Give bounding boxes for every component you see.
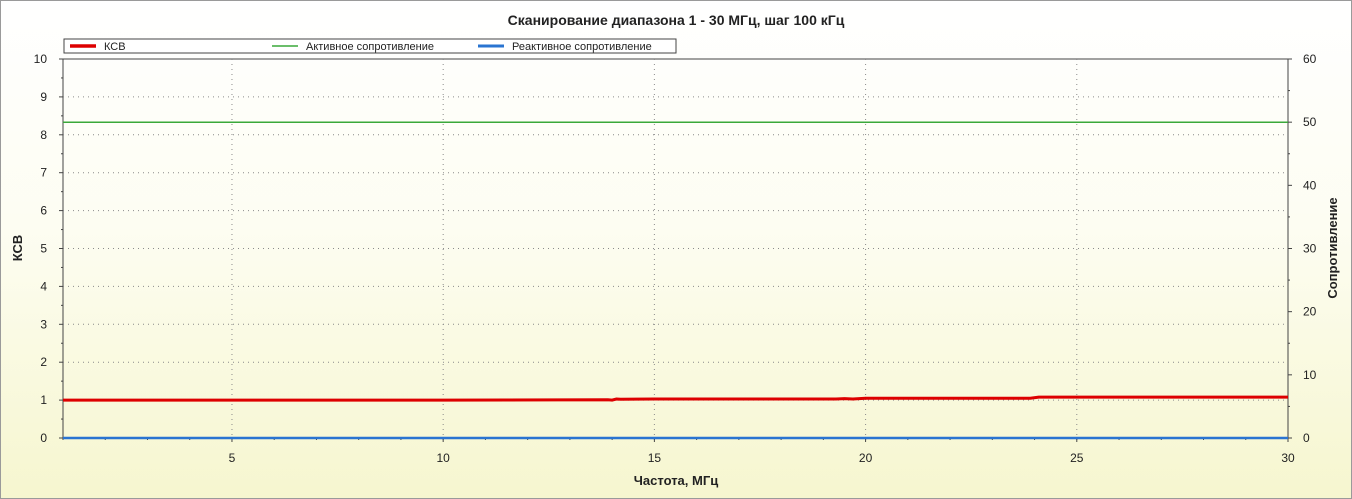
x-axis-title: Частота, МГц — [634, 473, 718, 488]
y-right-tick-label: 30 — [1303, 242, 1317, 256]
y-left-tick-label: 2 — [40, 355, 47, 369]
legend-label: КСВ — [104, 41, 126, 53]
chart-title: Сканирование диапазона 1 - 30 МГц, шаг 1… — [508, 12, 845, 28]
y-right-tick-label: 10 — [1303, 368, 1317, 382]
y-left-tick-label: 3 — [40, 317, 47, 331]
y-left-tick-label: 6 — [40, 204, 47, 218]
legend-label: Активное сопротивление — [306, 41, 434, 53]
y-left-tick-label: 10 — [34, 52, 48, 66]
y-right-tick-label: 0 — [1303, 431, 1310, 445]
y-left-tick-label: 1 — [40, 393, 47, 407]
y-right-tick-label: 40 — [1303, 178, 1317, 192]
y-left-tick-label: 4 — [40, 279, 47, 293]
y-axis-left-title: КСВ — [10, 235, 25, 262]
x-tick-label: 10 — [436, 451, 450, 465]
legend: КСВ Активное сопротивление Реактивное сопр… — [63, 38, 677, 54]
legend-box — [63, 38, 677, 54]
y-left-tick-label: 7 — [40, 166, 47, 180]
x-tick-label: 5 — [229, 451, 236, 465]
grid — [63, 59, 1288, 438]
x-tick-label: 20 — [859, 451, 873, 465]
y-axis-left: 0 1 2 3 4 5 6 7 8 9 10 — [34, 52, 63, 445]
y-axis-right: 0 10 20 30 40 50 60 — [1288, 52, 1317, 445]
y-left-tick-label: 0 — [40, 431, 47, 445]
y-left-tick-label: 9 — [40, 90, 47, 104]
x-axis: 5 10 15 20 25 30 — [62, 438, 1295, 465]
y-left-tick-label: 8 — [40, 128, 47, 142]
x-tick-label: 30 — [1281, 451, 1295, 465]
y-left-tick-label: 5 — [40, 242, 47, 256]
legend-label: Реактивное сопротивление — [512, 41, 652, 53]
x-tick-label: 15 — [648, 451, 662, 465]
y-right-tick-label: 50 — [1303, 115, 1317, 129]
x-tick-label: 25 — [1070, 451, 1084, 465]
y-right-tick-label: 60 — [1303, 52, 1317, 66]
y-axis-right-title: Сопротивление — [1325, 197, 1340, 298]
series-layer — [63, 121, 1288, 440]
plot-area — [62, 58, 1289, 439]
y-right-tick-label: 20 — [1303, 305, 1317, 319]
series-line-1 — [63, 395, 1288, 402]
